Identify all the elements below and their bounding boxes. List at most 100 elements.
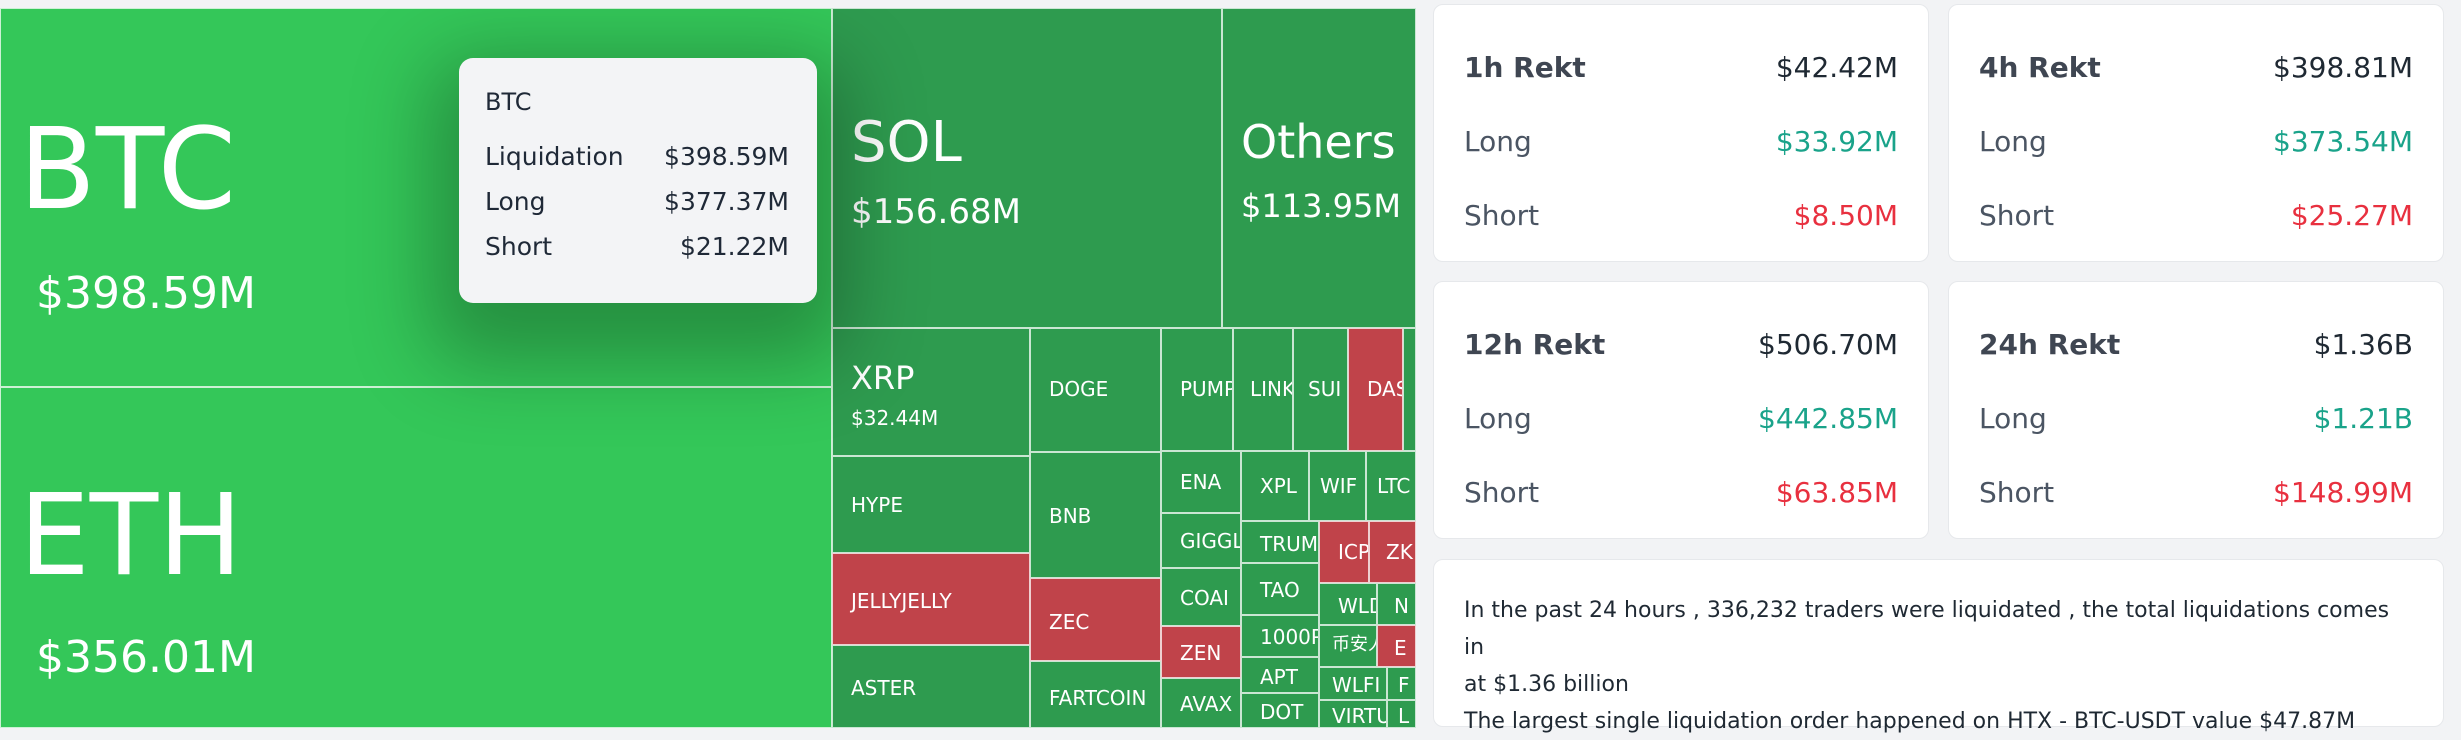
treemap-tile-eth[interactable]: ETH $356.01M bbox=[0, 387, 832, 728]
treemap-tile-wld[interactable]: WLD bbox=[1319, 583, 1377, 625]
tile-value: $32.44M bbox=[851, 406, 939, 430]
card-long-row: Long $33.92M bbox=[1464, 125, 1898, 158]
tile-name: VIRTUAL bbox=[1332, 704, 1386, 728]
tile-name: F bbox=[1398, 673, 1410, 697]
card-header: 1h Rekt $42.42M bbox=[1464, 51, 1898, 84]
treemap-tile-tao[interactable]: TAO bbox=[1241, 563, 1319, 615]
tile-name: XPL bbox=[1260, 474, 1297, 498]
card-total: $398.81M bbox=[2273, 51, 2413, 84]
treemap-tile-n[interactable]: N bbox=[1377, 583, 1416, 625]
tile-name: BTC bbox=[19, 105, 236, 235]
tile-name: FARTCOIN bbox=[1049, 686, 1147, 710]
treemap-tile-xrp[interactable]: XRP $32.44M bbox=[832, 328, 1030, 456]
tile-name: LINK bbox=[1250, 377, 1293, 401]
treemap-tile-avax[interactable]: AVAX bbox=[1161, 678, 1241, 728]
tile-name: ENA bbox=[1180, 470, 1222, 494]
treemap-tile-f[interactable]: F bbox=[1387, 667, 1416, 700]
treemap-tile-xpl[interactable]: XPL bbox=[1241, 451, 1309, 521]
tooltip-row-liquidation: Liquidation $398.59M bbox=[485, 142, 789, 171]
tile-name: ZK bbox=[1386, 540, 1413, 564]
btc-tooltip: BTC Liquidation $398.59M Long $377.37M S… bbox=[459, 58, 817, 303]
card-short-row: Short $25.27M bbox=[1979, 199, 2413, 232]
tile-name: COAI bbox=[1180, 586, 1229, 610]
tile-name: WLFI bbox=[1332, 673, 1381, 697]
treemap-tile-virtual[interactable]: VIRTUAL bbox=[1319, 700, 1387, 728]
tile-name: N bbox=[1394, 594, 1409, 618]
tile-name: LTC bbox=[1377, 474, 1411, 498]
treemap-tile-zen[interactable]: ZEN bbox=[1161, 626, 1241, 678]
treemap-tile-jellyjelly[interactable]: JELLYJELLY bbox=[832, 553, 1030, 645]
treemap-tile-link[interactable]: LINK bbox=[1233, 328, 1293, 451]
treemap-tile-wlfi[interactable]: WLFI bbox=[1319, 667, 1387, 700]
treemap-tile-l[interactable]: L bbox=[1387, 700, 1416, 728]
card-header: 4h Rekt $398.81M bbox=[1979, 51, 2413, 84]
treemap-tile-dash[interactable]: DASH bbox=[1348, 328, 1403, 451]
tooltip-label: Long bbox=[485, 187, 546, 216]
treemap-tile-hype[interactable]: HYPE bbox=[832, 456, 1030, 553]
tile-name: TAO bbox=[1260, 578, 1300, 602]
summary-line: The largest single liquidation order hap… bbox=[1464, 709, 2356, 734]
tile-name: AVAX bbox=[1180, 692, 1233, 716]
tile-name: SUI bbox=[1308, 377, 1342, 401]
card-short-row: Short $8.50M bbox=[1464, 199, 1898, 232]
tile-name: WLD bbox=[1338, 594, 1376, 618]
card-header: 24h Rekt $1.36B bbox=[1979, 328, 2413, 361]
card-total: $506.70M bbox=[1758, 328, 1898, 361]
long-value: $373.54M bbox=[2273, 125, 2413, 158]
tile-name: WIF bbox=[1320, 474, 1358, 498]
treemap-tile-zk[interactable]: ZK bbox=[1369, 521, 1416, 583]
treemap-tile-e[interactable]: E bbox=[1377, 625, 1416, 667]
treemap-tile-1000p[interactable]: 1000P bbox=[1241, 615, 1319, 657]
tile-name: BNB bbox=[1049, 504, 1092, 528]
long-label: Long bbox=[1464, 125, 1532, 158]
tile-name: SOL bbox=[851, 110, 962, 175]
card-short-row: Short $148.99M bbox=[1979, 476, 2413, 509]
treemap-tile-sui[interactable]: SUI bbox=[1293, 328, 1348, 451]
treemap-tile-zec[interactable]: ZEC bbox=[1030, 578, 1161, 661]
long-label: Long bbox=[1979, 402, 2047, 435]
card-title: 1h Rekt bbox=[1464, 51, 1586, 84]
short-label: Short bbox=[1979, 476, 2055, 509]
long-value: $442.85M bbox=[1758, 402, 1898, 435]
tile-name: DASH bbox=[1367, 377, 1402, 401]
treemap-tile-binance-life[interactable]: 币安人生 bbox=[1319, 625, 1377, 667]
tile-value: $156.68M bbox=[851, 192, 1021, 232]
short-value: $148.99M bbox=[2273, 476, 2413, 509]
treemap-tile-ena[interactable]: ENA bbox=[1161, 451, 1241, 513]
treemap-tile-icp[interactable]: ICP bbox=[1319, 521, 1369, 583]
treemap-tile-trump[interactable]: TRUMP bbox=[1241, 521, 1319, 563]
card-long-row: Long $1.21B bbox=[1979, 402, 2413, 435]
treemap-tile-ltc[interactable]: LTC bbox=[1366, 451, 1416, 521]
tooltip-row-long: Long $377.37M bbox=[485, 187, 789, 216]
treemap-tile-wif[interactable]: WIF bbox=[1309, 451, 1366, 521]
tile-name: XRP bbox=[851, 359, 915, 397]
treemap-tile-apt[interactable]: APT bbox=[1241, 657, 1319, 693]
tile-name: APT bbox=[1260, 665, 1298, 689]
tile-name: 币安人生 bbox=[1332, 634, 1376, 655]
treemap-tile-giggle[interactable]: GIGGLE bbox=[1161, 513, 1241, 568]
tooltip-value: $21.22M bbox=[679, 232, 789, 261]
long-value: $33.92M bbox=[1775, 125, 1898, 158]
treemap-tile-fartcoin[interactable]: FARTCOIN bbox=[1030, 661, 1161, 728]
long-label: Long bbox=[1979, 125, 2047, 158]
tooltip-value: $377.37M bbox=[664, 187, 789, 216]
card-title: 24h Rekt bbox=[1979, 328, 2121, 361]
treemap-tile-pump[interactable]: PUMP bbox=[1161, 328, 1233, 451]
tile-value: $113.95M bbox=[1241, 187, 1401, 225]
tooltip-value: $398.59M bbox=[664, 142, 789, 171]
treemap-tile-bnb[interactable]: BNB bbox=[1030, 452, 1161, 578]
treemap-tile-sol[interactable]: SOL $156.68M bbox=[832, 8, 1222, 328]
treemap-tile-dot[interactable]: DOT bbox=[1241, 693, 1319, 728]
tile-name: HYPE bbox=[851, 493, 903, 517]
card-12h-rekt: 12h Rekt $506.70M Long $442.85M Short $6… bbox=[1433, 281, 1929, 539]
treemap-tile-strip[interactable] bbox=[1403, 328, 1416, 451]
tile-name: 1000P bbox=[1260, 625, 1319, 649]
card-total: $1.36B bbox=[2313, 328, 2413, 361]
treemap-tile-doge[interactable]: DOGE bbox=[1030, 328, 1161, 452]
short-label: Short bbox=[1464, 476, 1540, 509]
short-value: $8.50M bbox=[1793, 199, 1898, 232]
treemap-tile-others[interactable]: Others $113.95M bbox=[1222, 8, 1416, 328]
treemap-tile-coai[interactable]: COAI bbox=[1161, 568, 1241, 626]
long-value: $1.21B bbox=[2313, 402, 2413, 435]
treemap-tile-aster[interactable]: ASTER bbox=[832, 645, 1030, 728]
